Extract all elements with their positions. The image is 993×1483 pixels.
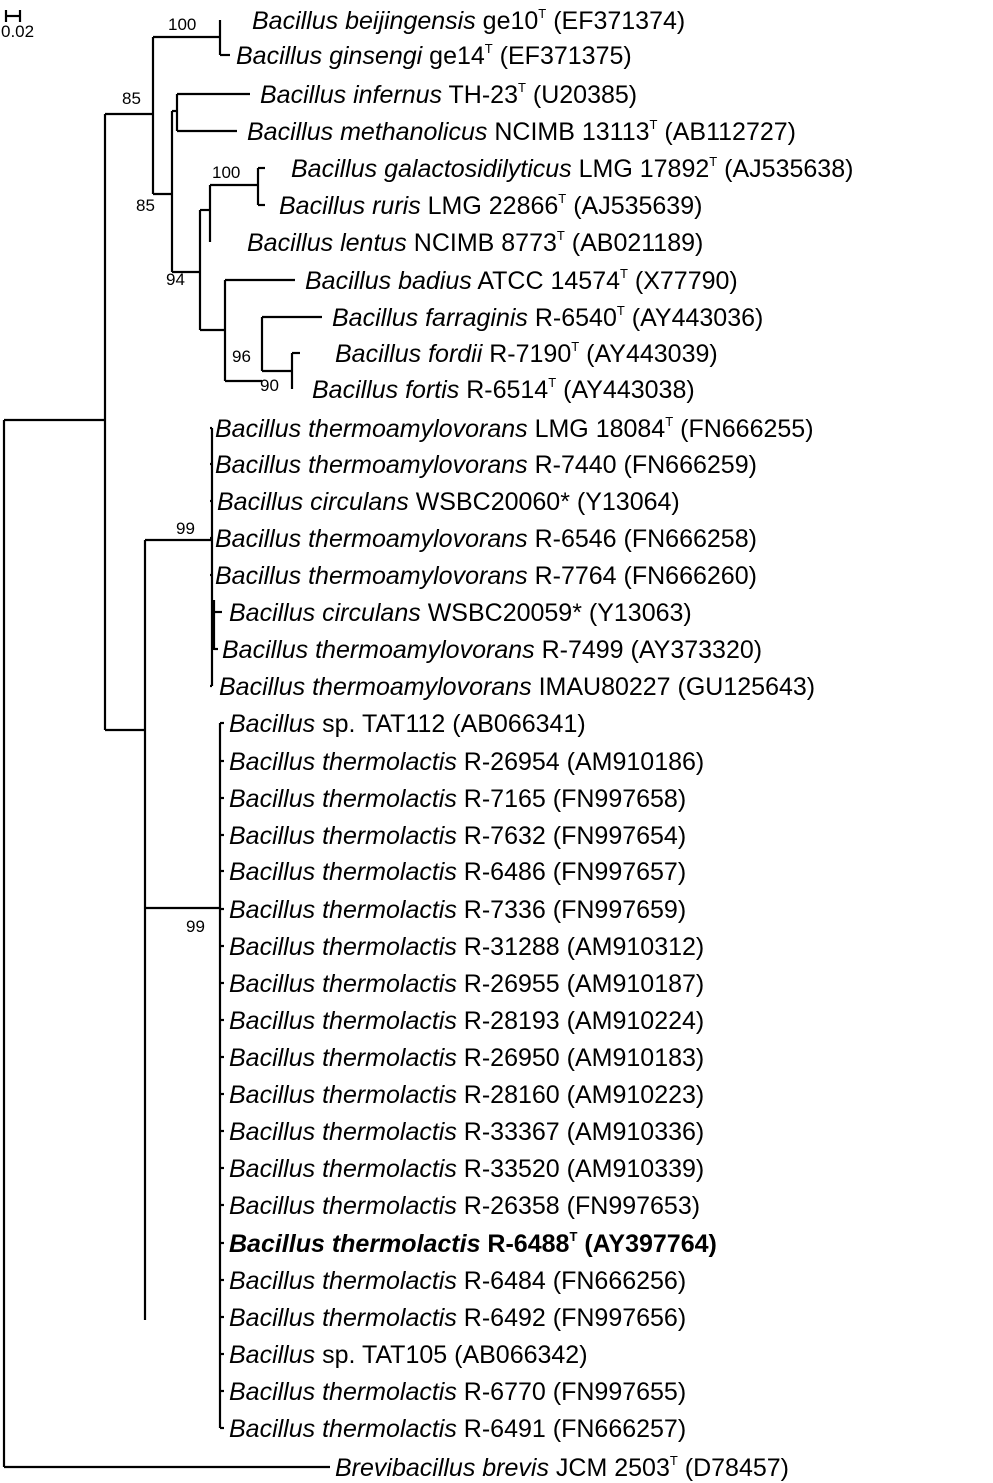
scale-bar-label: 0.02	[1, 22, 34, 41]
taxon-label: Bacillus beijingensis ge10T (EF371374)	[252, 6, 685, 35]
scale-bar: 0.02	[1, 10, 34, 41]
taxon-label: Bacillus thermolactis R-33520 (AM910339)	[229, 1155, 704, 1183]
taxon-label: Bacillus thermolactis R-33367 (AM910336)	[229, 1118, 704, 1146]
bootstrap-value: 99	[176, 519, 195, 538]
taxon-label: Bacillus thermolactis R-31288 (AM910312)	[229, 933, 704, 961]
taxon-label: Bacillus galactosidilyticus LMG 17892T (…	[291, 154, 853, 183]
taxon-label: Bacillus thermoamylovorans LMG 18084T (F…	[215, 414, 814, 443]
taxon-label: Bacillus farraginis R-6540T (AY443036)	[332, 303, 763, 332]
bootstrap-value: 96	[232, 347, 251, 366]
bootstrap-value: 85	[122, 89, 141, 108]
taxon-label: Bacillus thermolactis R-6492 (FN997656)	[229, 1304, 686, 1332]
bootstrap-value: 85	[136, 196, 155, 215]
taxon-label: Bacillus methanolicus NCIMB 13113T (AB11…	[247, 117, 796, 146]
taxon-label: Brevibacillus brevis JCM 2503T (D78457)	[335, 1453, 789, 1482]
taxon-label: Bacillus infernus TH-23T (U20385)	[260, 80, 637, 109]
taxon-label: Bacillus thermoamylovorans IMAU80227 (GU…	[219, 673, 815, 701]
tree-branches	[2, 20, 330, 1469]
taxon-label: Bacillus ginsengi ge14T (EF371375)	[236, 41, 632, 70]
taxon-label: Bacillus fortis R-6514T (AY443038)	[312, 375, 695, 404]
bootstrap-value: 90	[260, 376, 279, 395]
taxon-label: Bacillus sp. TAT112 (AB066341)	[229, 710, 586, 738]
taxon-label: Bacillus thermolactis R-7336 (FN997659)	[229, 896, 686, 924]
taxon-label: Bacillus thermoamylovorans R-7499 (AY373…	[222, 636, 762, 664]
bootstrap-value: 99	[186, 917, 205, 936]
bootstrap-labels: 100 85 100 85 94 96 90 99 99	[122, 15, 279, 936]
bootstrap-value: 94	[166, 270, 185, 289]
taxon-label: Bacillus thermolactis R-6486 (FN997657)	[229, 858, 686, 886]
taxon-label: Bacillus thermolactis R-26950 (AM910183)	[229, 1044, 704, 1072]
taxon-label: Bacillus thermoamylovorans R-7764 (FN666…	[215, 562, 757, 590]
taxon-label: Bacillus sp. TAT105 (AB066342)	[229, 1341, 588, 1369]
taxon-label: Bacillus thermoamylovorans R-7440 (FN666…	[215, 451, 757, 479]
taxon-label: Bacillus thermolactis R-6488T (AY397764)	[229, 1229, 717, 1258]
taxon-label: Bacillus thermolactis R-28193 (AM910224)	[229, 1007, 704, 1035]
bootstrap-value: 100	[212, 163, 240, 182]
taxon-label: Bacillus thermolactis R-6484 (FN666256)	[229, 1267, 686, 1295]
taxon-label: Bacillus ruris LMG 22866T (AJ535639)	[279, 191, 702, 220]
taxon-label: Bacillus lentus NCIMB 8773T (AB021189)	[247, 228, 703, 257]
taxon-label: Bacillus thermolactis R-6770 (FN997655)	[229, 1378, 686, 1406]
taxon-label: Bacillus thermoamylovorans R-6546 (FN666…	[215, 525, 757, 553]
taxon-label: Bacillus circulans WSBC20060* (Y13064)	[217, 488, 680, 516]
taxon-label: Bacillus thermolactis R-7165 (FN997658)	[229, 785, 686, 813]
taxon-label: Bacillus thermolactis R-28160 (AM910223)	[229, 1081, 704, 1109]
taxon-labels: Bacillus beijingensis ge10T (EF371374) Ba…	[215, 6, 853, 1482]
bootstrap-value: 100	[168, 15, 196, 34]
taxon-label: Bacillus thermolactis R-6491 (FN666257)	[229, 1415, 686, 1443]
taxon-label: Bacillus thermolactis R-26954 (AM910186)	[229, 748, 704, 776]
taxon-label: Bacillus thermolactis R-26955 (AM910187)	[229, 970, 704, 998]
taxon-label: Bacillus fordii R-7190T (AY443039)	[335, 339, 718, 368]
taxon-label: Bacillus circulans WSBC20059* (Y13063)	[229, 599, 692, 627]
taxon-label: Bacillus thermolactis R-7632 (FN997654)	[229, 822, 686, 850]
taxon-label: Bacillus badius ATCC 14574T (X77790)	[305, 266, 738, 295]
taxon-label: Bacillus thermolactis R-26358 (FN997653)	[229, 1192, 700, 1220]
